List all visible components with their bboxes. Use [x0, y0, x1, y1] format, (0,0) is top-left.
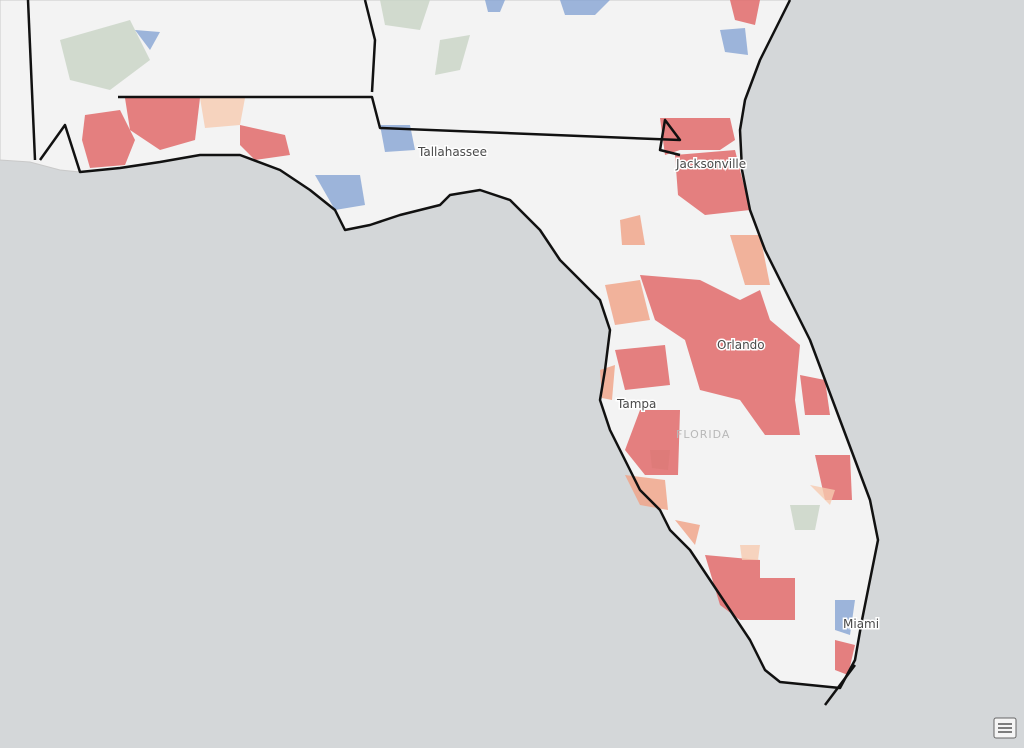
city-label: Orlando	[717, 338, 765, 352]
legend-button[interactable]	[993, 717, 1017, 739]
city-label: Miami	[843, 617, 879, 631]
boundaries	[26, 0, 880, 706]
county-shading	[60, 0, 855, 675]
city-label: Tampa	[616, 397, 656, 411]
city-label: Tallahassee	[417, 145, 487, 159]
state-label: FLORIDA	[676, 428, 730, 441]
labels: Tallahassee Jacksonville Orlando Tampa F…	[416, 144, 881, 633]
city-label: Jacksonville	[675, 157, 746, 171]
